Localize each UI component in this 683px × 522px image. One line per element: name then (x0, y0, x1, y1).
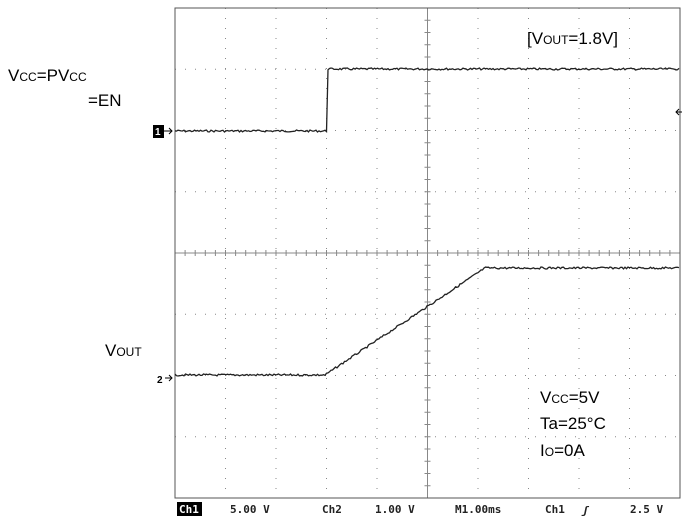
status-ch2: Ch2 (322, 503, 342, 516)
status-timebase: M1.00ms (455, 503, 501, 516)
status-ch1-scale: 5.00 V (230, 503, 270, 516)
trigger-level-arrow (675, 108, 682, 116)
vcc-condition: VCC=5V (540, 388, 600, 407)
vcc-pvcc-label: VCC=PVCC (8, 66, 87, 85)
status-trigger-source: Ch1 (545, 503, 565, 516)
ch1-box (177, 502, 202, 516)
status-trigger-slope: ʃ (581, 504, 590, 517)
status-ch1: Ch1 (179, 503, 199, 516)
ch1-marker-box (153, 125, 164, 138)
ch2-arrow (165, 374, 173, 382)
vout-setting-label: [VOUT=1.8V] (527, 29, 618, 48)
ch1-arrow (164, 127, 173, 135)
en-label: =EN (88, 91, 122, 110)
ch1-marker: 1 (155, 127, 161, 138)
vout-label: VOUT (105, 341, 142, 360)
ta-condition: Ta=25°C (540, 414, 606, 433)
io-condition: IO=0A (540, 441, 585, 460)
ch2-marker: 2 (157, 375, 163, 386)
status-trigger-level: 2.5 V (630, 503, 663, 516)
ch1-trace (174, 67, 680, 133)
screen-border (174, 7, 681, 499)
status-ch2-scale: 1.00 V (375, 503, 415, 516)
ch2-trace (174, 266, 680, 377)
